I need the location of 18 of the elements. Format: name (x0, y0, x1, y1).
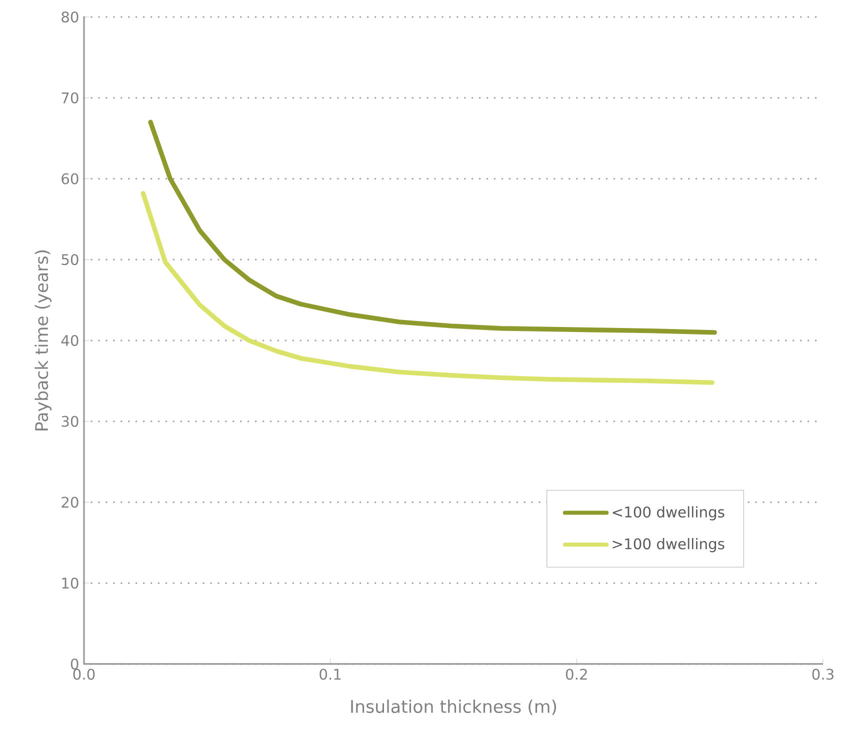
y-tick-label: 30 (62, 416, 78, 427)
y-tick-label: 0 (70, 658, 78, 670)
y-tick-label: 20 (62, 496, 78, 508)
y-tick-label: 70 (62, 92, 78, 104)
x-tick-label: 0.3 (812, 668, 834, 680)
legend-label: >100 dwellings (612, 538, 724, 552)
x-tick-label: 0.1 (320, 668, 341, 680)
y-tick-label: 60 (62, 173, 78, 184)
y-tick-label: 50 (62, 254, 78, 266)
x-tick-label: 0.0 (73, 668, 95, 680)
legend-label: <100 dwellings (612, 506, 724, 520)
line-series (140, 190, 714, 385)
x-axis-title: Insulation thickness (m) (351, 700, 556, 716)
y-axis-title: Payback time (years) (34, 250, 52, 430)
y-tick-label: 40 (61, 334, 78, 346)
y-tick-label: 80 (62, 11, 78, 23)
x-tick-label: 0.2 (566, 668, 587, 680)
y-tick-label: 10 (62, 578, 78, 589)
